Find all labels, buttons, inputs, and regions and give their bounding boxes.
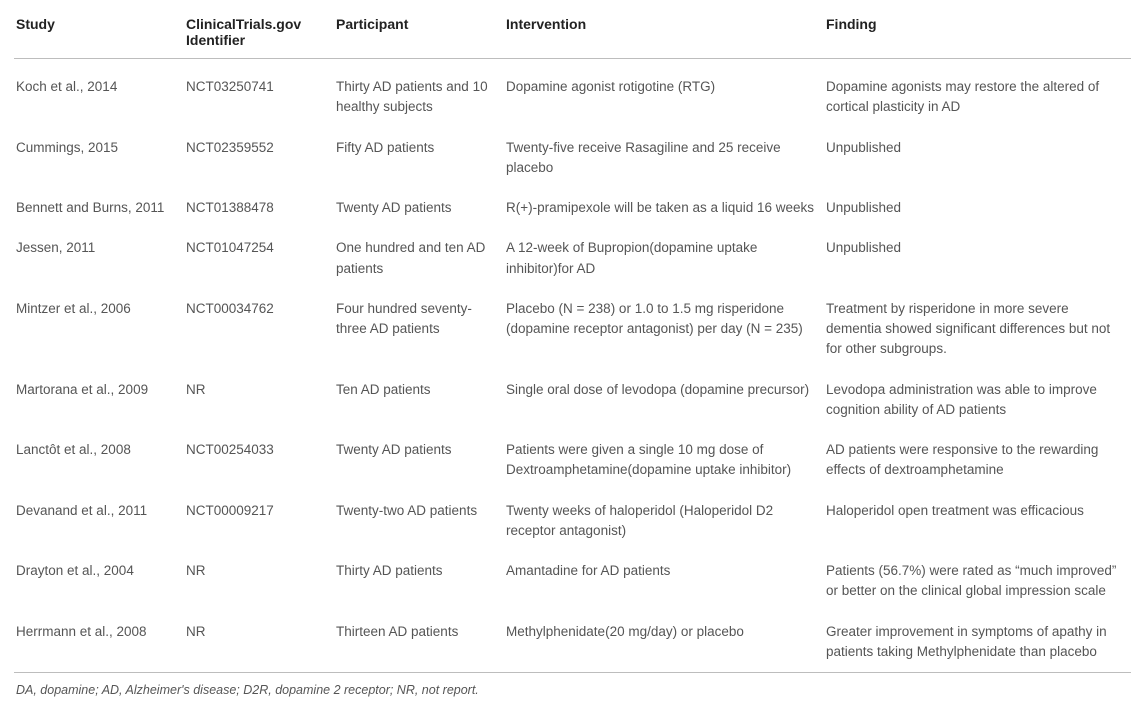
col-header-identifier: ClinicalTrials.gov Identifier [184, 10, 334, 59]
cell-identifier: NCT03250741 [184, 59, 334, 128]
cell-finding: Patients (56.7%) were rated as “much imp… [824, 551, 1131, 612]
cell-identifier: NCT00009217 [184, 491, 334, 552]
cell-intervention: Twenty weeks of haloperidol (Haloperidol… [504, 491, 824, 552]
cell-participant: Thirteen AD patients [334, 612, 504, 673]
cell-finding: Unpublished [824, 188, 1131, 228]
col-header-finding: Finding [824, 10, 1131, 59]
table-row: Herrmann et al., 2008 NR Thirteen AD pat… [14, 612, 1131, 673]
cell-identifier: NCT01047254 [184, 228, 334, 289]
table-row: Lanctôt et al., 2008 NCT00254033 Twenty … [14, 430, 1131, 491]
cell-participant: Thirty AD patients and 10 healthy subjec… [334, 59, 504, 128]
table-footnote-row: DA, dopamine; AD, Alzheimer's disease; D… [14, 673, 1131, 710]
col-header-study: Study [14, 10, 184, 59]
cell-finding: Treatment by risperidone in more severe … [824, 289, 1131, 370]
cell-study: Cummings, 2015 [14, 128, 184, 189]
table-footnote: DA, dopamine; AD, Alzheimer's disease; D… [14, 673, 1131, 710]
cell-study: Devanand et al., 2011 [14, 491, 184, 552]
cell-participant: Twenty AD patients [334, 430, 504, 491]
cell-finding: Unpublished [824, 228, 1131, 289]
cell-study: Herrmann et al., 2008 [14, 612, 184, 673]
table-body: Koch et al., 2014 NCT03250741 Thirty AD … [14, 59, 1131, 710]
cell-intervention: Single oral dose of levodopa (dopamine p… [504, 370, 824, 431]
cell-participant: Fifty AD patients [334, 128, 504, 189]
cell-intervention: Patients were given a single 10 mg dose … [504, 430, 824, 491]
cell-finding: Unpublished [824, 128, 1131, 189]
cell-participant: Twenty-two AD patients [334, 491, 504, 552]
cell-participant: Thirty AD patients [334, 551, 504, 612]
table-row: Martorana et al., 2009 NR Ten AD patient… [14, 370, 1131, 431]
page-container: Study ClinicalTrials.gov Identifier Part… [0, 0, 1145, 722]
table-header: Study ClinicalTrials.gov Identifier Part… [14, 10, 1131, 59]
cell-study: Lanctôt et al., 2008 [14, 430, 184, 491]
cell-finding: Dopamine agonists may restore the altere… [824, 59, 1131, 128]
cell-identifier: NR [184, 551, 334, 612]
table-row: Bennett and Burns, 2011 NCT01388478 Twen… [14, 188, 1131, 228]
cell-intervention: A 12-week of Bupropion(dopamine uptake i… [504, 228, 824, 289]
table-row: Jessen, 2011 NCT01047254 One hundred and… [14, 228, 1131, 289]
cell-participant: Twenty AD patients [334, 188, 504, 228]
cell-intervention: Dopamine agonist rotigotine (RTG) [504, 59, 824, 128]
cell-study: Mintzer et al., 2006 [14, 289, 184, 370]
cell-study: Jessen, 2011 [14, 228, 184, 289]
cell-study: Bennett and Burns, 2011 [14, 188, 184, 228]
cell-participant: One hundred and ten AD patients [334, 228, 504, 289]
cell-identifier: NR [184, 370, 334, 431]
cell-finding: AD patients were responsive to the rewar… [824, 430, 1131, 491]
cell-finding: Levodopa administration was able to impr… [824, 370, 1131, 431]
table-row: Koch et al., 2014 NCT03250741 Thirty AD … [14, 59, 1131, 128]
table-row: Drayton et al., 2004 NR Thirty AD patien… [14, 551, 1131, 612]
cell-identifier: NCT01388478 [184, 188, 334, 228]
cell-identifier: NR [184, 612, 334, 673]
cell-finding: Haloperidol open treatment was efficacio… [824, 491, 1131, 552]
table-row: Devanand et al., 2011 NCT00009217 Twenty… [14, 491, 1131, 552]
cell-finding: Greater improvement in symptoms of apath… [824, 612, 1131, 673]
cell-identifier: NCT00034762 [184, 289, 334, 370]
cell-identifier: NCT00254033 [184, 430, 334, 491]
cell-intervention: R(+)-pramipexole will be taken as a liqu… [504, 188, 824, 228]
col-header-intervention: Intervention [504, 10, 824, 59]
cell-intervention: Placebo (N = 238) or 1.0 to 1.5 mg rispe… [504, 289, 824, 370]
cell-intervention: Amantadine for AD patients [504, 551, 824, 612]
cell-participant: Four hundred seventy-three AD patients [334, 289, 504, 370]
cell-intervention: Twenty-five receive Rasagiline and 25 re… [504, 128, 824, 189]
table-row: Cummings, 2015 NCT02359552 Fifty AD pati… [14, 128, 1131, 189]
col-header-participant: Participant [334, 10, 504, 59]
cell-identifier: NCT02359552 [184, 128, 334, 189]
cell-study: Drayton et al., 2004 [14, 551, 184, 612]
cell-study: Koch et al., 2014 [14, 59, 184, 128]
cell-study: Martorana et al., 2009 [14, 370, 184, 431]
table-row: Mintzer et al., 2006 NCT00034762 Four hu… [14, 289, 1131, 370]
cell-intervention: Methylphenidate(20 mg/day) or placebo [504, 612, 824, 673]
clinical-trials-table: Study ClinicalTrials.gov Identifier Part… [14, 10, 1131, 710]
cell-participant: Ten AD patients [334, 370, 504, 431]
